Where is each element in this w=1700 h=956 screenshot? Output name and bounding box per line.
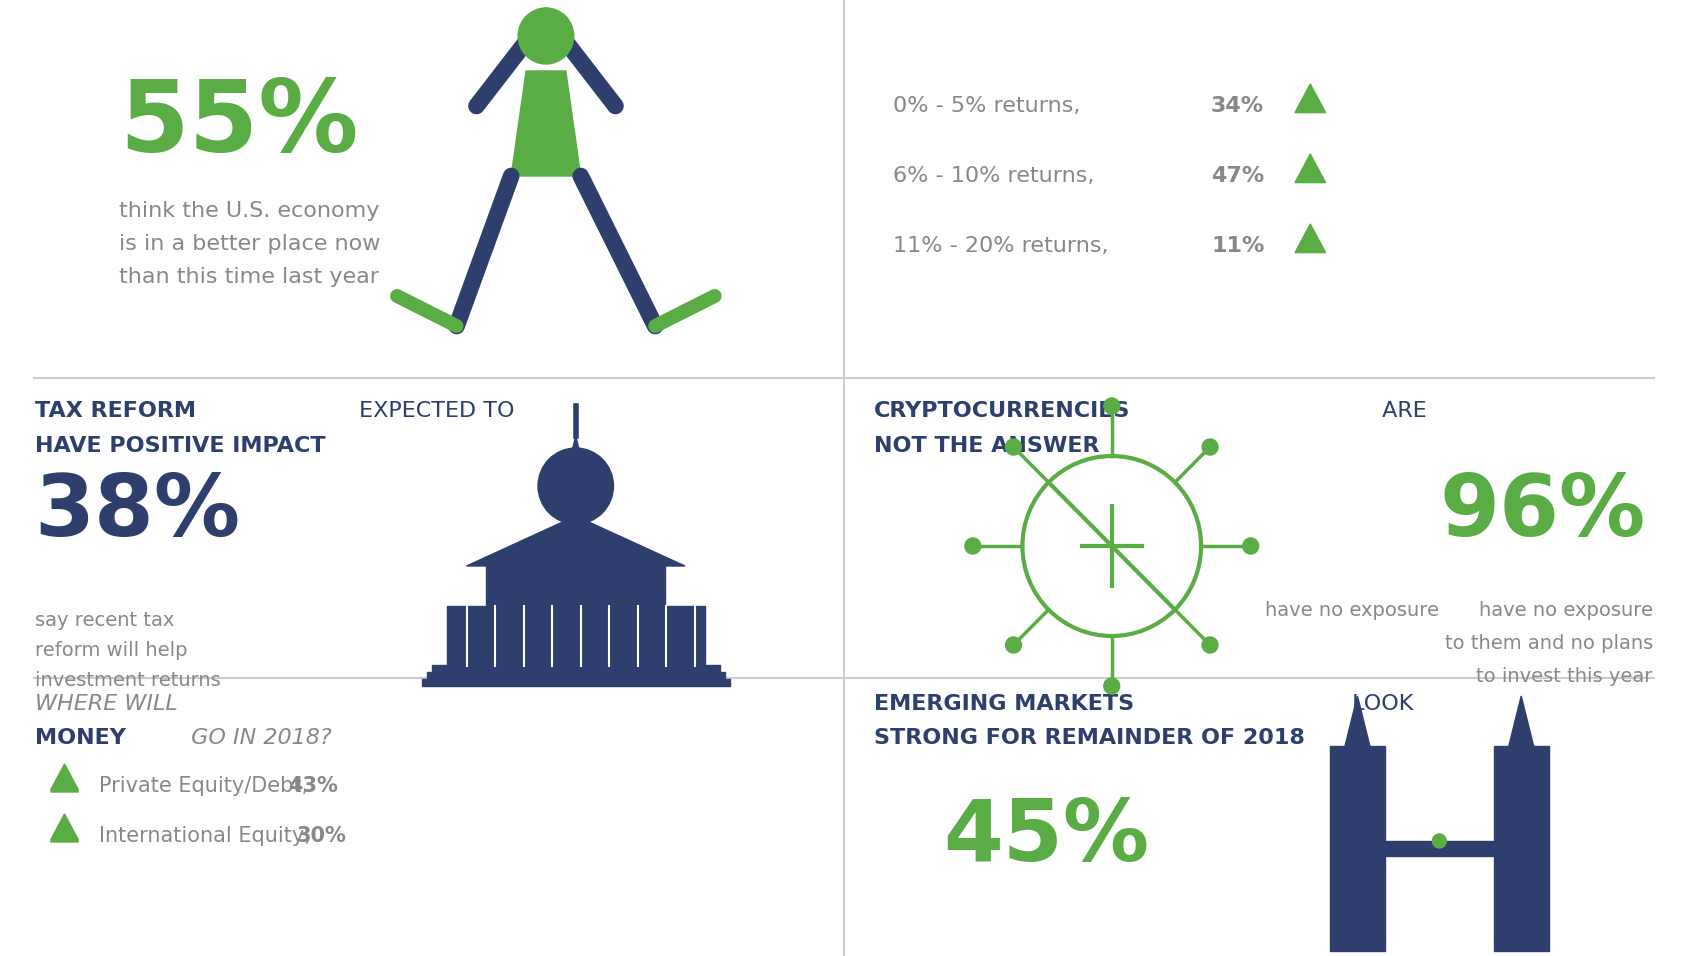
Circle shape: [1103, 678, 1120, 694]
Text: think the U.S. economy: think the U.S. economy: [119, 201, 379, 221]
Polygon shape: [1329, 746, 1386, 951]
Text: LOOK: LOOK: [1345, 694, 1413, 714]
Polygon shape: [447, 606, 706, 666]
Text: HAVE POSITIVE IMPACT: HAVE POSITIVE IMPACT: [34, 436, 325, 456]
Text: International Equity,: International Equity,: [99, 826, 318, 846]
Text: say recent tax: say recent tax: [34, 611, 173, 630]
Text: 0% - 5% returns,: 0% - 5% returns,: [894, 96, 1081, 116]
Circle shape: [1243, 538, 1258, 554]
Polygon shape: [512, 71, 581, 176]
Circle shape: [1006, 637, 1022, 653]
Polygon shape: [90, 761, 695, 821]
Polygon shape: [1494, 746, 1549, 951]
Text: EMERGING MARKETS: EMERGING MARKETS: [874, 694, 1134, 714]
Text: Private Equity/Debt,: Private Equity/Debt,: [99, 781, 308, 801]
Circle shape: [1202, 637, 1217, 653]
Polygon shape: [486, 566, 665, 606]
Circle shape: [1103, 398, 1120, 414]
Polygon shape: [1345, 696, 1370, 746]
Text: 34%: 34%: [1210, 96, 1265, 116]
Text: to invest this year: to invest this year: [1476, 667, 1652, 686]
Polygon shape: [51, 766, 78, 792]
Circle shape: [1202, 439, 1217, 455]
Polygon shape: [1510, 696, 1533, 746]
Text: 45%: 45%: [944, 796, 1149, 879]
Text: EXPECTED TO: EXPECTED TO: [352, 401, 515, 421]
Polygon shape: [51, 814, 78, 840]
Text: MONEY: MONEY: [34, 728, 126, 748]
Text: to them and no plans: to them and no plans: [1445, 634, 1652, 653]
Polygon shape: [466, 516, 685, 566]
Text: International Equity,: International Equity,: [99, 831, 311, 851]
Polygon shape: [51, 764, 78, 790]
Polygon shape: [1295, 84, 1326, 113]
Text: CRYPTOCURRENCIES: CRYPTOCURRENCIES: [874, 401, 1130, 421]
Text: 11% - 20% returns,: 11% - 20% returns,: [894, 236, 1108, 256]
Polygon shape: [1295, 154, 1326, 183]
Circle shape: [1006, 439, 1022, 455]
Text: than this time last year: than this time last year: [119, 267, 379, 287]
Text: reform will help: reform will help: [34, 641, 187, 660]
Polygon shape: [427, 672, 724, 679]
Polygon shape: [564, 436, 588, 486]
Polygon shape: [90, 811, 695, 871]
Text: 43%: 43%: [287, 776, 338, 796]
Circle shape: [966, 538, 981, 554]
Text: 96%: 96%: [1440, 471, 1646, 554]
Text: 6% - 10% returns,: 6% - 10% returns,: [894, 166, 1095, 186]
Text: 30%: 30%: [286, 831, 337, 851]
Text: ARE: ARE: [1375, 401, 1426, 421]
Text: 11%: 11%: [1210, 236, 1265, 256]
Text: 55%: 55%: [119, 76, 359, 173]
Text: 43%: 43%: [277, 781, 328, 801]
Text: GO IN 2018?: GO IN 2018?: [184, 728, 332, 748]
Polygon shape: [422, 679, 729, 686]
Text: NOT THE ANSWER: NOT THE ANSWER: [874, 436, 1098, 456]
Text: 47%: 47%: [1210, 166, 1265, 186]
Text: WHERE WILL: WHERE WILL: [34, 694, 177, 714]
Polygon shape: [1295, 224, 1326, 252]
Circle shape: [537, 448, 614, 524]
Polygon shape: [1386, 841, 1494, 856]
Text: 38%: 38%: [34, 471, 241, 554]
Text: is in a better place now: is in a better place now: [119, 234, 381, 254]
Text: Private Equity/Debt,: Private Equity/Debt,: [99, 776, 314, 796]
Text: TAX REFORM: TAX REFORM: [34, 401, 196, 421]
Text: have no exposure: have no exposure: [1265, 601, 1440, 620]
Circle shape: [1433, 834, 1447, 848]
Polygon shape: [51, 816, 78, 842]
Polygon shape: [432, 665, 719, 672]
Text: 30%: 30%: [298, 826, 347, 846]
Text: STRONG FOR REMAINDER OF 2018: STRONG FOR REMAINDER OF 2018: [874, 728, 1304, 748]
Text: investment returns: investment returns: [34, 671, 221, 690]
Text: have no exposure: have no exposure: [1479, 601, 1652, 620]
Circle shape: [518, 8, 573, 64]
